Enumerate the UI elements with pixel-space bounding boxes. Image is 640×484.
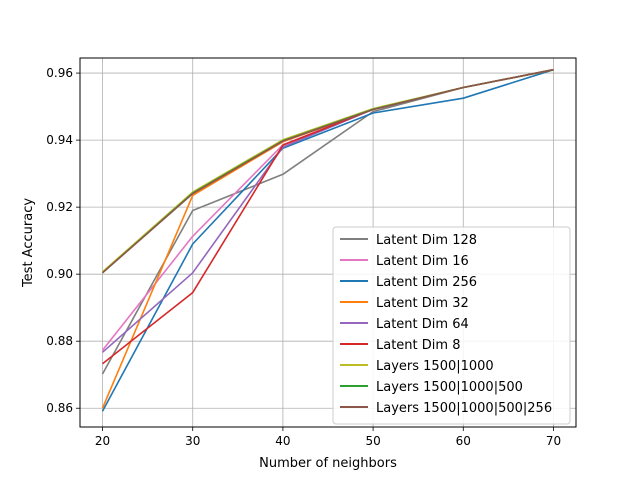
series-line-2 bbox=[101, 68, 554, 412]
legend-label: Layers 1500|1000|500|256 bbox=[376, 401, 552, 416]
x-tick-label: 20 bbox=[95, 434, 110, 448]
y-tick-label: 0.90 bbox=[46, 267, 73, 281]
legend-box bbox=[332, 226, 571, 425]
legend-label: Latent Dim 256 bbox=[376, 275, 477, 290]
y-tick-label: 0.92 bbox=[46, 200, 73, 214]
legend-label: Latent Dim 16 bbox=[376, 254, 469, 269]
plot-frame bbox=[79, 57, 577, 428]
axis-ticks: 20 30 40 50 60 70 0.86 0.88 0.90 0.92 0.94 0.96 bbox=[46, 66, 561, 448]
y-tick-label: 0.88 bbox=[46, 334, 73, 348]
x-tick-label: 70 bbox=[546, 434, 561, 448]
y-tick-label: 0.96 bbox=[46, 66, 73, 80]
legend: Latent Dim 128 Latent Dim 16 Latent Dim 25… bbox=[332, 226, 571, 425]
y-tick-label: 0.86 bbox=[46, 401, 73, 415]
legend-label: Latent Dim 8 bbox=[376, 338, 460, 353]
series-line-8 bbox=[101, 68, 554, 274]
x-tick-label: 40 bbox=[275, 434, 290, 448]
legend-label: Latent Dim 64 bbox=[376, 317, 469, 332]
x-axis-label: Number of neighbors bbox=[259, 456, 397, 471]
x-tick-label: 50 bbox=[365, 434, 380, 448]
legend-label: Latent Dim 128 bbox=[376, 233, 477, 248]
y-tick-label: 0.94 bbox=[46, 133, 73, 147]
x-tick-label: 60 bbox=[456, 434, 471, 448]
x-tick-label: 30 bbox=[185, 434, 200, 448]
legend-label: Layers 1500|1000|500 bbox=[376, 380, 523, 395]
legend-label: Latent Dim 32 bbox=[376, 296, 469, 311]
series-lines bbox=[101, 68, 554, 412]
legend-label: Layers 1500|1000 bbox=[376, 359, 494, 374]
y-axis-label: Test Accuracy bbox=[21, 198, 36, 288]
